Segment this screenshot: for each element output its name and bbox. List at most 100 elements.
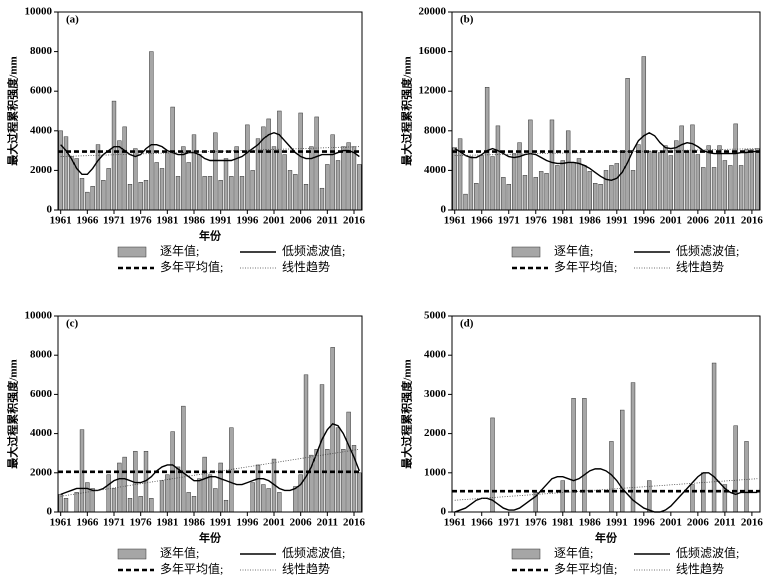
- bar: [571, 398, 576, 513]
- legend-label: 多年平均值;: [160, 259, 223, 274]
- bar: [159, 480, 165, 513]
- bar: [298, 112, 303, 211]
- legend-label: 多年平均值;: [554, 561, 617, 576]
- y-tick-label: 8000: [30, 349, 53, 361]
- bar: [341, 449, 346, 513]
- x-tick-label: 1961: [50, 517, 72, 529]
- legend-label: 逐年值;: [554, 243, 593, 258]
- x-tick-label: 2011: [317, 215, 338, 227]
- x-tick-label: 1976: [525, 215, 548, 227]
- bar: [181, 405, 186, 513]
- bar: [495, 125, 501, 211]
- low-pass-line: [454, 468, 758, 513]
- bar: [463, 193, 468, 211]
- legend-swatch: [511, 246, 541, 258]
- bar: [325, 449, 330, 513]
- y-tick-label: 0: [47, 506, 53, 518]
- y-tick-label: 0: [47, 204, 53, 216]
- y-tick-label: 16000: [419, 45, 447, 57]
- bar: [468, 156, 474, 211]
- y-axis-label: 最大过程累积强度/mm: [6, 56, 20, 165]
- bar: [630, 170, 636, 211]
- bar: [63, 498, 69, 513]
- bar: [111, 100, 117, 211]
- y-tick-label: 8000: [424, 124, 447, 136]
- x-tick-label: 2001: [263, 517, 285, 529]
- bar: [652, 152, 657, 211]
- x-tick-label: 1966: [76, 215, 99, 227]
- bar: [711, 362, 717, 513]
- x-tick-label: 1991: [210, 215, 232, 227]
- bar: [351, 146, 357, 211]
- bar: [711, 167, 717, 211]
- bar: [197, 154, 202, 211]
- y-tick-label: 4000: [30, 124, 53, 136]
- bar: [229, 427, 234, 513]
- bar: [234, 146, 239, 211]
- legend-label: 低频滤波值;: [676, 243, 739, 258]
- y-tick-label: 1000: [424, 466, 447, 478]
- bar: [143, 180, 149, 211]
- bar: [181, 146, 186, 211]
- bar: [598, 184, 603, 211]
- bar: [282, 154, 287, 211]
- legend-label: 低频滤波值;: [676, 545, 739, 560]
- bar: [647, 151, 652, 211]
- bar: [749, 149, 755, 211]
- bar: [223, 158, 229, 211]
- y-tick-label: 10000: [25, 6, 53, 18]
- bar: [609, 165, 614, 211]
- bar: [335, 427, 341, 513]
- bar: [647, 480, 652, 513]
- bar: [175, 176, 181, 211]
- legend-label: 逐年值;: [160, 243, 199, 258]
- bar: [293, 174, 298, 211]
- bar: [229, 176, 234, 211]
- bar: [695, 154, 701, 211]
- bar: [63, 136, 69, 211]
- legend-swatch: [511, 548, 541, 560]
- bar: [501, 177, 506, 211]
- bar: [250, 170, 255, 211]
- x-tick-label: 2006: [290, 517, 313, 529]
- bar: [245, 124, 250, 211]
- x-tick-label: 1976: [525, 517, 548, 529]
- x-tick-label: 2001: [660, 215, 682, 227]
- x-tick-label: 2011: [714, 215, 735, 227]
- bar: [733, 123, 738, 211]
- bar: [544, 173, 549, 211]
- bar: [287, 170, 293, 211]
- bar: [186, 492, 191, 513]
- bar: [69, 156, 74, 211]
- x-tick-label: 2001: [263, 215, 285, 227]
- low-pass-line: [60, 422, 360, 496]
- bar: [111, 488, 117, 513]
- bar: [706, 145, 711, 211]
- x-tick-label: 2016: [741, 215, 764, 227]
- bar: [755, 148, 760, 211]
- x-tick-label: 2016: [741, 517, 764, 529]
- y-tick-label: 8000: [30, 45, 53, 57]
- bar: [614, 163, 620, 211]
- bar: [277, 110, 282, 211]
- y-tick-label: 0: [441, 204, 447, 216]
- y-tick-label: 3000: [424, 388, 447, 400]
- bar: [636, 144, 641, 211]
- legend-label: 线性趋势: [676, 260, 724, 274]
- bar: [625, 78, 630, 211]
- bar: [684, 151, 690, 211]
- y-tick-label: 4000: [30, 427, 53, 439]
- bar: [722, 160, 728, 211]
- bar: [303, 184, 309, 211]
- bar: [522, 175, 528, 211]
- bar: [58, 494, 63, 513]
- legend-label: 逐年值;: [554, 545, 593, 560]
- bar: [357, 472, 362, 513]
- y-tick-label: 0: [441, 506, 447, 518]
- bar: [90, 488, 95, 513]
- bar: [744, 149, 749, 211]
- y-tick-label: 2000: [30, 164, 53, 176]
- trend-line: [454, 478, 758, 501]
- bar: [79, 178, 85, 211]
- x-tick-label: 1981: [156, 215, 178, 227]
